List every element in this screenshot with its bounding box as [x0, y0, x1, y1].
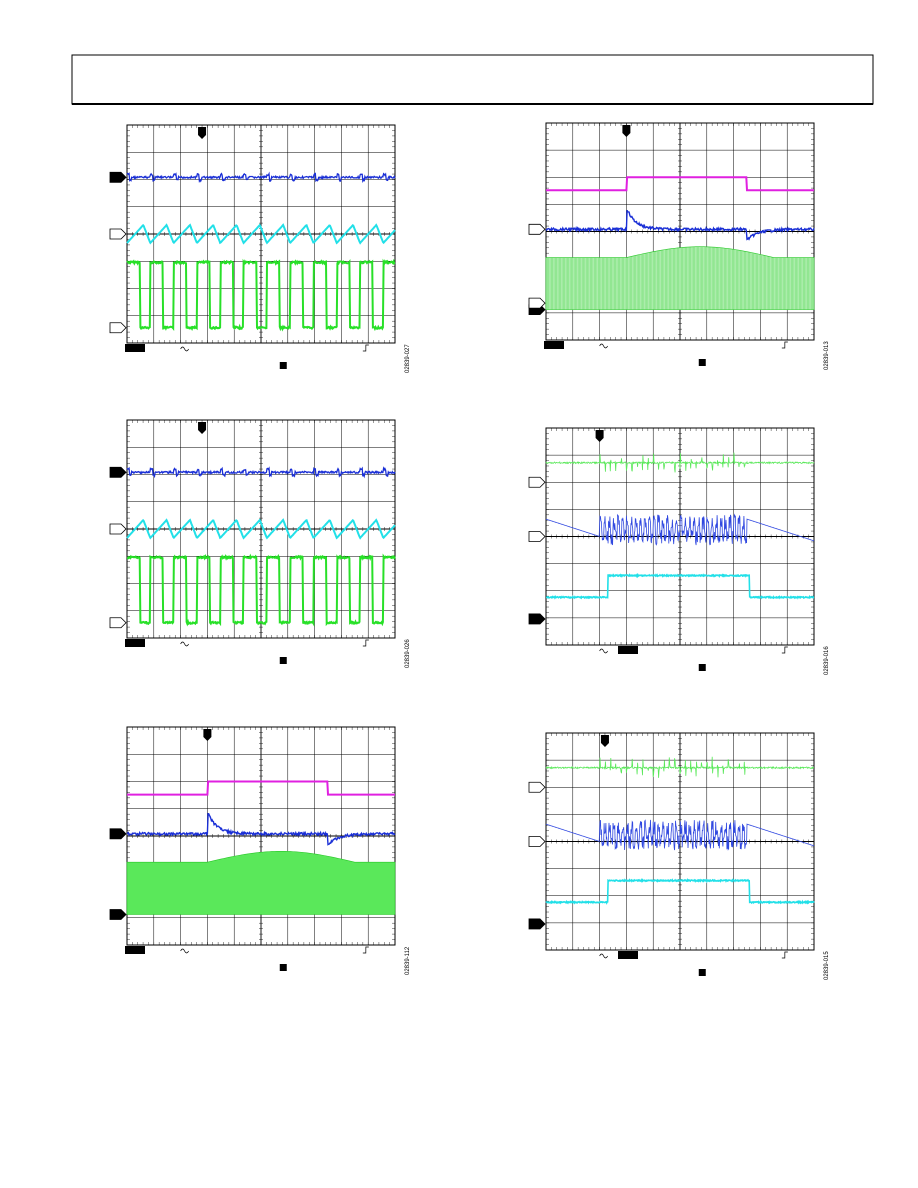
- scope-figure: 02839-112: [109, 726, 411, 975]
- trace: [545, 209, 815, 241]
- ac-symbol: [180, 346, 189, 352]
- channel-marker: [109, 617, 127, 629]
- scope-figure: 02839-015: [528, 732, 830, 980]
- trace: [126, 466, 396, 479]
- cursor-box: [279, 657, 287, 664]
- ac-symbol: [180, 948, 189, 954]
- channel-label-box: [618, 646, 638, 654]
- edge-symbol: [362, 639, 369, 647]
- scope-figure: 02839-013: [528, 122, 830, 370]
- channel-marker: [109, 466, 127, 478]
- trigger-marker: [622, 125, 631, 137]
- trace: [126, 258, 396, 332]
- channel-marker: [109, 322, 127, 334]
- trace: [126, 171, 396, 184]
- ac-symbol: [599, 648, 608, 654]
- channel-marker: [528, 223, 546, 235]
- trace: [545, 819, 815, 851]
- figure-code: 02839-015: [824, 951, 830, 980]
- channel-marker: [528, 918, 546, 930]
- cursor-box: [698, 359, 706, 366]
- trigger-marker: [198, 127, 207, 139]
- channel-marker: [528, 297, 546, 309]
- trace: [545, 452, 815, 473]
- figure-code: 02839-026: [405, 639, 411, 668]
- cursor-box: [698, 664, 706, 671]
- figure-code: 02839-016: [824, 646, 830, 675]
- edge-symbol: [362, 344, 369, 352]
- ac-symbol: [599, 953, 608, 959]
- channel-label-box: [125, 946, 145, 954]
- channel-marker: [528, 476, 546, 488]
- figure-code: 02839-112: [405, 946, 411, 975]
- trace: [545, 513, 815, 546]
- figure-code: 02839-027: [405, 344, 411, 373]
- trace: [545, 756, 814, 778]
- edge-symbol: [781, 646, 788, 654]
- ac-symbol: [180, 641, 189, 647]
- channel-label-box: [125, 639, 145, 647]
- channel-marker: [528, 781, 546, 793]
- edge-symbol: [781, 951, 788, 959]
- trace: [545, 877, 815, 905]
- trigger-marker: [595, 430, 604, 442]
- scope-figure: 02839-027: [109, 124, 411, 373]
- figure-code: 02839-013: [824, 341, 830, 370]
- channel-marker: [109, 909, 127, 920]
- cursor-box: [279, 964, 287, 971]
- cursor-box: [698, 969, 706, 976]
- cursor-box: [279, 362, 287, 369]
- channel-marker: [528, 836, 546, 847]
- trace: [546, 176, 814, 192]
- channel-label-box: [618, 951, 638, 959]
- trace: [126, 223, 396, 245]
- channel-marker: [528, 531, 546, 542]
- channel-marker: [109, 523, 127, 535]
- channel-marker: [109, 828, 127, 840]
- trace: [127, 780, 395, 796]
- edge-symbol: [781, 341, 788, 349]
- trace: [126, 812, 396, 846]
- channel-marker: [109, 228, 127, 240]
- channel-marker: [528, 613, 546, 625]
- channel-label-box: [544, 341, 564, 349]
- trace-envelope: [126, 850, 396, 915]
- channel-marker: [109, 171, 127, 183]
- scope-figure: 02839-016: [528, 427, 830, 675]
- header-box: [71, 54, 874, 105]
- trace: [546, 572, 815, 600]
- edge-symbol: [362, 946, 369, 954]
- ac-symbol: [599, 343, 608, 349]
- trace: [126, 518, 396, 540]
- scope-figure: 02839-026: [109, 419, 411, 668]
- trigger-marker: [600, 735, 609, 747]
- channel-label-box: [125, 344, 145, 352]
- trace: [126, 553, 396, 627]
- trigger-marker: [198, 422, 207, 434]
- trigger-marker: [203, 729, 212, 741]
